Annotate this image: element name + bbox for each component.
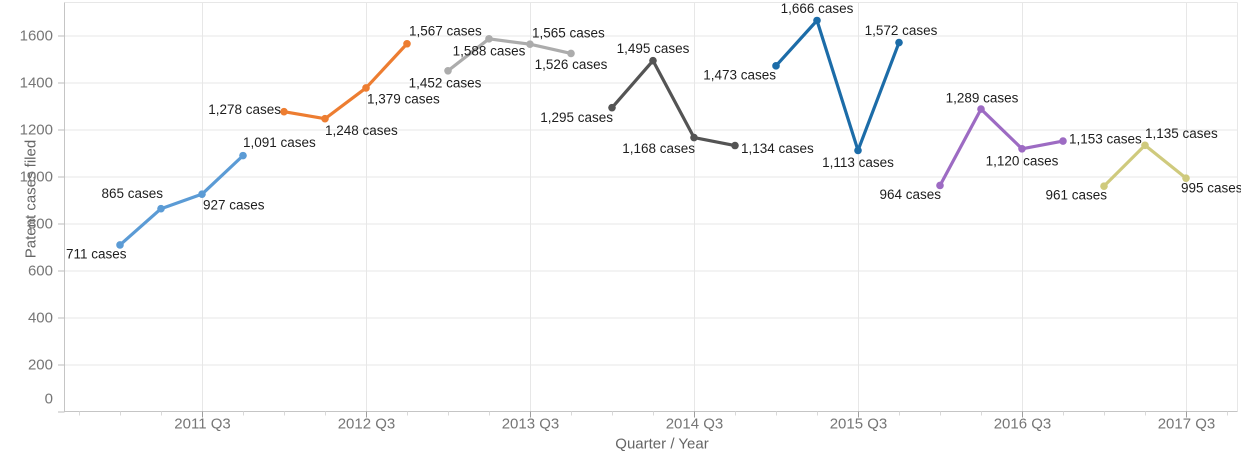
data-point[interactable] — [977, 105, 985, 113]
x-tick-label: 2015 Q3 — [830, 416, 888, 433]
data-point[interactable] — [116, 241, 124, 249]
data-label: 1,113 cases — [822, 155, 894, 170]
data-point[interactable] — [854, 146, 862, 155]
y-tick-label: 1000 — [20, 169, 53, 186]
data-label: 961 cases — [1045, 188, 1107, 203]
data-label: 1,588 cases — [453, 43, 526, 58]
data-label: 1,289 cases — [946, 91, 1019, 106]
y-tick-label: 600 — [28, 263, 53, 280]
x-tick-label: 2011 Q3 — [174, 416, 230, 433]
series-line-2015[interactable] — [774, 18, 901, 153]
data-point[interactable] — [772, 62, 780, 70]
data-label: 1,473 cases — [703, 67, 776, 82]
data-label: 1,135 cases — [1145, 126, 1218, 141]
y-tick-label: 0 — [45, 391, 53, 408]
data-label: 1,134 cases — [741, 141, 814, 156]
data-label: 1,278 cases — [208, 102, 281, 117]
data-label: 1,248 cases — [325, 123, 398, 138]
data-point[interactable] — [813, 16, 821, 25]
data-label: 1,495 cases — [617, 41, 690, 56]
data-point[interactable] — [608, 103, 616, 112]
data-label: 1,168 cases — [622, 141, 695, 156]
data-label: 995 cases — [1181, 181, 1241, 196]
y-tick-label: 1600 — [20, 28, 53, 45]
data-label: 1,565 cases — [532, 26, 605, 41]
y-tick-label: 200 — [28, 357, 53, 374]
data-point[interactable] — [567, 49, 575, 58]
data-label: 1,091 cases — [243, 135, 316, 150]
series-line-2017[interactable] — [1102, 143, 1188, 188]
data-point[interactable] — [485, 35, 493, 43]
data-label: 1,379 cases — [367, 91, 440, 106]
data-label: 964 cases — [879, 187, 941, 202]
data-label: 1,153 cases — [1069, 132, 1142, 147]
data-point[interactable] — [649, 56, 657, 65]
y-tick-label: 1200 — [20, 122, 53, 139]
data-point[interactable] — [1100, 182, 1108, 190]
x-tick-label: 2012 Q3 — [338, 416, 396, 433]
data-label: 1,526 cases — [535, 57, 608, 72]
series-line-2012[interactable] — [282, 42, 409, 121]
data-point[interactable] — [362, 84, 370, 92]
x-tick-label: 2016 Q3 — [994, 416, 1052, 433]
data-label: 927 cases — [203, 198, 265, 213]
data-label: 1,572 cases — [865, 23, 938, 38]
data-point[interactable] — [1182, 174, 1190, 182]
series-line-2011[interactable] — [118, 154, 245, 247]
x-tick-label: 2014 Q3 — [666, 416, 724, 433]
y-axis-title: Patent cases filed — [23, 140, 40, 258]
data-label: 1,120 cases — [986, 153, 1059, 168]
data-point[interactable] — [1059, 137, 1067, 145]
data-label: 1,666 cases — [781, 1, 854, 16]
x-axis-title: Quarter / Year — [615, 436, 708, 453]
x-tick-label: 2017 Q3 — [1158, 416, 1216, 433]
y-tick-label: 400 — [28, 310, 53, 327]
data-point[interactable] — [526, 40, 534, 49]
data-point[interactable] — [895, 38, 903, 47]
x-tick-label: 2013 Q3 — [502, 416, 560, 433]
data-label: 1,295 cases — [540, 110, 613, 125]
data-point[interactable] — [1018, 145, 1026, 153]
data-label: 865 cases — [101, 186, 163, 201]
data-point[interactable] — [690, 133, 698, 142]
data-point[interactable] — [321, 114, 329, 123]
data-point[interactable] — [936, 181, 944, 190]
data-point[interactable] — [1141, 141, 1149, 150]
data-point[interactable] — [239, 151, 247, 160]
data-point[interactable] — [157, 204, 165, 213]
data-point[interactable] — [280, 107, 288, 116]
series-line-2016[interactable] — [938, 107, 1065, 188]
data-label: 1,567 cases — [409, 23, 482, 38]
data-label: 1,452 cases — [409, 75, 482, 90]
data-point[interactable] — [198, 190, 206, 198]
data-point[interactable] — [731, 141, 739, 150]
series-line-2014[interactable] — [610, 59, 737, 148]
data-point[interactable] — [444, 66, 452, 75]
y-tick-label: 1400 — [20, 75, 53, 92]
series-line-2013[interactable] — [446, 37, 573, 73]
data-point[interactable] — [403, 39, 411, 48]
y-tick-label: 800 — [28, 216, 53, 233]
data-label: 711 cases — [66, 246, 127, 261]
